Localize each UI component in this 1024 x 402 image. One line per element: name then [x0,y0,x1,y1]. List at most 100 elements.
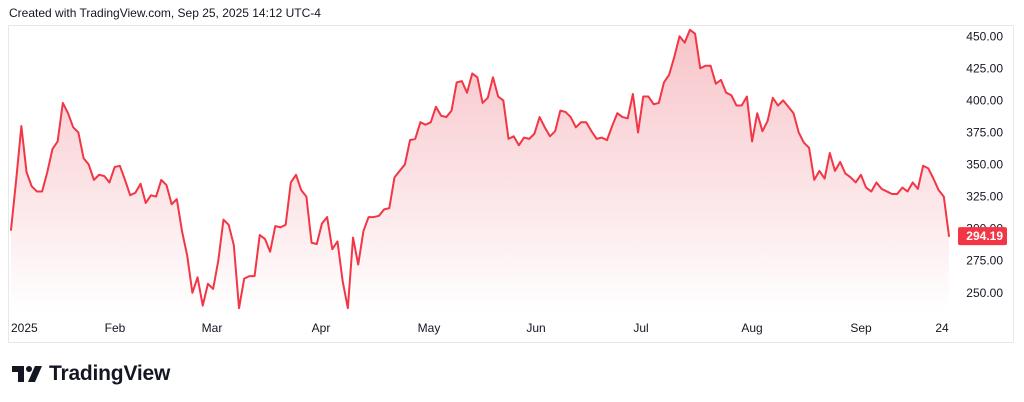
price-point [62,102,64,104]
price-point [539,116,541,118]
price-point [834,170,836,172]
price-point [684,42,686,44]
price-point [575,126,577,128]
price-point [596,138,598,140]
price-point [254,275,256,277]
price-point [140,183,142,185]
price-point [171,203,173,205]
price-point [207,283,209,285]
created-with-caption: Created with TradingView.com, Sep 25, 20… [9,6,321,20]
price-point [839,161,841,163]
price-point [627,117,629,119]
price-point [279,226,281,228]
price-point [378,215,380,217]
price-point [824,178,826,180]
price-point [772,97,774,99]
price-point [305,196,307,198]
price-point [419,121,421,123]
last-price-badge-bg [958,227,1007,246]
price-point [813,179,815,181]
price-point [891,193,893,195]
price-point [559,110,561,112]
price-point [938,189,940,191]
price-point [710,65,712,67]
price-point [730,94,732,96]
price-point [756,112,758,114]
price-point [471,72,473,74]
price-point [41,190,43,192]
price-point [440,115,442,117]
price-point [850,176,852,178]
price-point [642,96,644,98]
x-tick-label: Aug [741,321,762,335]
price-point [896,193,898,195]
x-tick-label: Sep [850,321,872,335]
price-point [300,189,302,191]
price-point [782,99,784,101]
y-tick-label: 400.00 [966,93,1003,107]
price-point [865,187,867,189]
price-point [238,307,240,309]
price-point [451,110,453,112]
price-point [901,187,903,189]
price-point [658,102,660,104]
chart-frame[interactable] [8,25,1014,343]
price-point [383,208,385,210]
price-point [585,121,587,123]
price-point [590,130,592,132]
price-point [647,96,649,98]
price-point [663,81,665,83]
price-point [803,142,805,144]
price-area-fill [11,29,949,312]
price-point [67,112,69,114]
price-point [295,174,297,176]
price-point [860,174,862,176]
price-point [404,164,406,166]
x-tick-label: Mar [202,321,223,335]
price-point [368,216,370,218]
price-point [119,165,121,167]
price-point [606,139,608,141]
price-point [798,131,800,133]
price-point [274,225,276,227]
price-point [212,288,214,290]
price-point [513,135,515,137]
price-point [922,165,924,167]
price-point [342,280,344,282]
price-point [36,190,38,192]
price-point [98,174,100,176]
y-tick-label: 450.00 [966,29,1003,43]
price-point [243,278,245,280]
price-point [51,148,53,150]
price-point [388,207,390,209]
price-point [533,133,535,135]
price-point [482,102,484,104]
price-point [445,116,447,118]
price-point [150,194,152,196]
price-point [523,137,525,139]
price-point [20,125,22,127]
price-point [622,116,624,118]
price-point [917,188,919,190]
price-point [466,92,468,94]
y-tick-label: 250.00 [966,286,1003,300]
price-point [165,184,167,186]
x-tick-label: Feb [105,321,126,335]
price-point [751,140,753,142]
price-point [616,112,618,114]
price-point [492,76,494,78]
price-point [57,140,59,142]
price-point [326,216,328,218]
price-point [741,105,743,107]
last-price-badge: 294.19 [958,227,1007,246]
price-point [746,96,748,98]
price-point [456,81,458,83]
price-point [829,152,831,154]
price-point [233,244,235,246]
price-point [228,224,230,226]
tradingview-brand[interactable]: TradingView [11,362,170,386]
price-point [461,80,463,82]
price-point [554,130,556,132]
price-point [673,56,675,58]
